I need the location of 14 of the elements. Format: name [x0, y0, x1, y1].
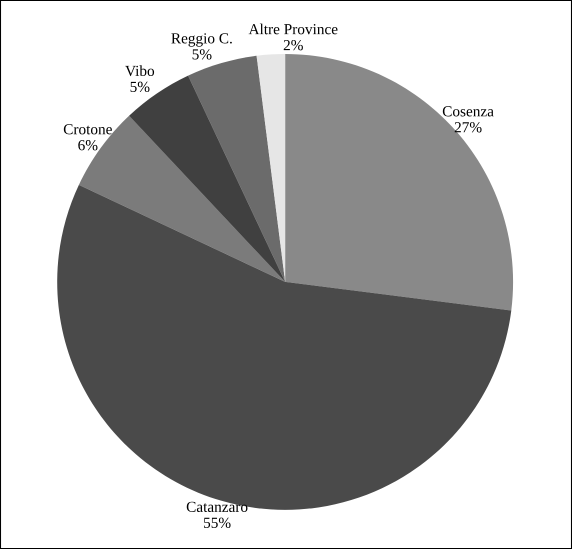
slice-label: Vibo: [125, 65, 154, 76]
data-label: 5%: [192, 49, 212, 60]
slice-label: Crotone: [64, 124, 112, 134]
slice-label: Cosenza: [442, 106, 494, 116]
pie-slice: [256, 54, 286, 282]
data-label: 27%: [454, 122, 482, 132]
slice-label: Altre Province: [248, 24, 338, 34]
slice-label: Catanzaro: [186, 502, 248, 512]
data-label: 2%: [284, 40, 303, 50]
slice-label: Reggio C.: [171, 33, 232, 47]
data-label: 55%: [204, 518, 231, 528]
data-label: 6%: [78, 140, 98, 150]
pie-slice: [285, 54, 514, 310]
data-label: 5%: [130, 82, 150, 92]
